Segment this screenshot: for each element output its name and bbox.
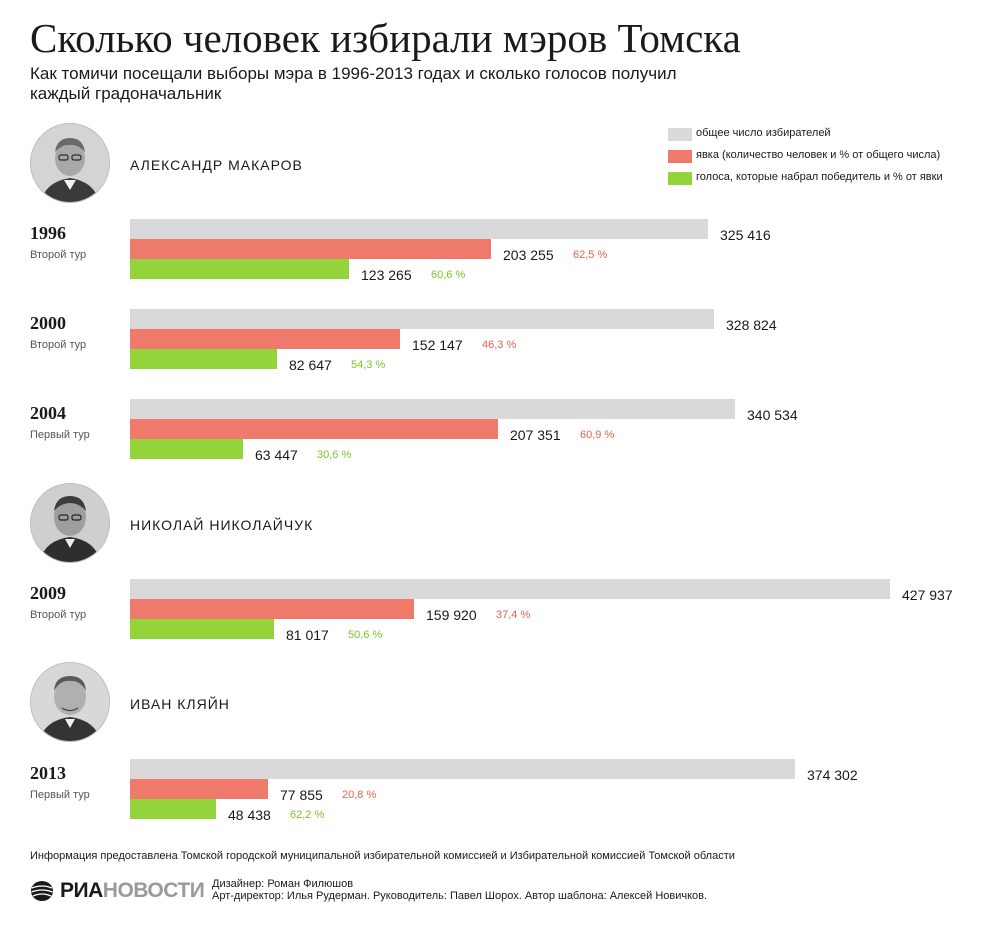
value-label-turnout: 159 920 xyxy=(426,607,477,623)
bar-total xyxy=(130,579,890,599)
year-label: 1996 xyxy=(30,223,66,243)
percent-label-winner: 30,6 % xyxy=(317,449,352,461)
portrait-photo-icon xyxy=(31,484,109,562)
bar-turnout xyxy=(130,239,491,259)
portrait-photo-icon xyxy=(31,663,109,741)
designer-credit: Дизайнер: Роман Филюшов xyxy=(212,878,354,890)
person-name-klyain: ИВАН КЛЯЙН xyxy=(130,696,230,712)
value-label-winner: 81 017 xyxy=(286,627,329,643)
source-note: Информация предоставлена Томской городск… xyxy=(30,850,735,862)
value-label-total: 328 824 xyxy=(726,317,777,333)
legend-label-total: общее число избирателей xyxy=(696,127,831,139)
round-label: Второй тур xyxy=(30,609,87,621)
value-label-winner: 123 265 xyxy=(361,267,412,283)
legend-label-turnout: явка (количество человек и % от общего ч… xyxy=(696,149,941,161)
value-label-turnout: 207 351 xyxy=(510,427,561,443)
bar-turnout xyxy=(130,779,268,799)
round-label: Второй тур xyxy=(30,339,87,351)
value-label-total: 340 534 xyxy=(747,407,798,423)
year-label: 2004 xyxy=(30,403,66,423)
bar-turnout xyxy=(130,599,414,619)
percent-label-turnout: 20,8 % xyxy=(342,789,377,801)
percent-label-winner: 62,2 % xyxy=(290,809,325,821)
year-label: 2000 xyxy=(30,313,66,333)
bar-winner xyxy=(130,619,274,639)
year-label: 2013 xyxy=(30,763,66,783)
value-label-total: 374 302 xyxy=(807,767,858,783)
percent-label-turnout: 46,3 % xyxy=(482,339,517,351)
value-label-turnout: 77 855 xyxy=(280,787,323,803)
value-label-winner: 82 647 xyxy=(289,357,332,373)
round-label: Первый тур xyxy=(30,789,90,801)
globe-icon xyxy=(31,881,53,901)
portrait-nikolaichuk xyxy=(30,483,110,563)
value-label-turnout: 152 147 xyxy=(412,337,463,353)
legend-swatch-winner xyxy=(668,172,692,185)
legend-label-winner: голоса, которые набрал победитель и % от… xyxy=(696,171,943,183)
logo-text: РИАНОВОСТИ xyxy=(60,878,205,904)
bar-total xyxy=(130,219,708,239)
legend-swatch-turnout xyxy=(668,150,692,163)
value-label-total: 427 937 xyxy=(902,587,953,603)
value-label-winner: 63 447 xyxy=(255,447,298,463)
person-name-nikolaichuk: НИКОЛАЙ НИКОЛАЙЧУК xyxy=(130,517,314,533)
chart-title: Сколько человек избирали мэров Томска xyxy=(30,15,741,61)
bar-winner xyxy=(130,259,349,279)
bar-total xyxy=(130,309,714,329)
value-label-turnout: 203 255 xyxy=(503,247,554,263)
bar-total xyxy=(130,759,795,779)
credits: Дизайнер: Роман Филюшов Арт-директор: Ил… xyxy=(212,878,707,902)
percent-label-turnout: 62,5 % xyxy=(573,249,608,261)
portrait-makarov xyxy=(30,123,110,203)
bar-turnout xyxy=(130,329,400,349)
logo-ria: РИА xyxy=(60,879,103,902)
chart-subtitle: Как томичи посещали выборы мэра в 1996-2… xyxy=(30,64,677,103)
value-label-winner: 48 438 xyxy=(228,807,271,823)
portrait-klyain xyxy=(30,662,110,742)
bar-winner xyxy=(130,799,216,819)
ria-novosti-logo: РИАНОВОСТИ xyxy=(30,878,205,904)
percent-label-turnout: 60,9 % xyxy=(580,429,615,441)
percent-label-winner: 54,3 % xyxy=(351,359,386,371)
value-label-total: 325 416 xyxy=(720,227,771,243)
percent-label-winner: 60,6 % xyxy=(431,269,466,281)
bar-turnout xyxy=(130,419,498,439)
legend-swatch-total xyxy=(668,128,692,141)
year-label: 2009 xyxy=(30,583,66,603)
person-name-makarov: АЛЕКСАНДР МАКАРОВ xyxy=(130,157,303,173)
round-label: Второй тур xyxy=(30,249,87,261)
percent-label-turnout: 37,4 % xyxy=(496,609,531,621)
round-label: Первый тур xyxy=(30,429,90,441)
staff-credits: Арт-директор: Илья Рудерман. Руководител… xyxy=(212,890,708,902)
logo-news: НОВОСТИ xyxy=(102,879,205,902)
portrait-photo-icon xyxy=(31,124,109,202)
bar-winner xyxy=(130,439,243,459)
bar-total xyxy=(130,399,735,419)
percent-label-winner: 50,6 % xyxy=(348,629,383,641)
bar-winner xyxy=(130,349,277,369)
